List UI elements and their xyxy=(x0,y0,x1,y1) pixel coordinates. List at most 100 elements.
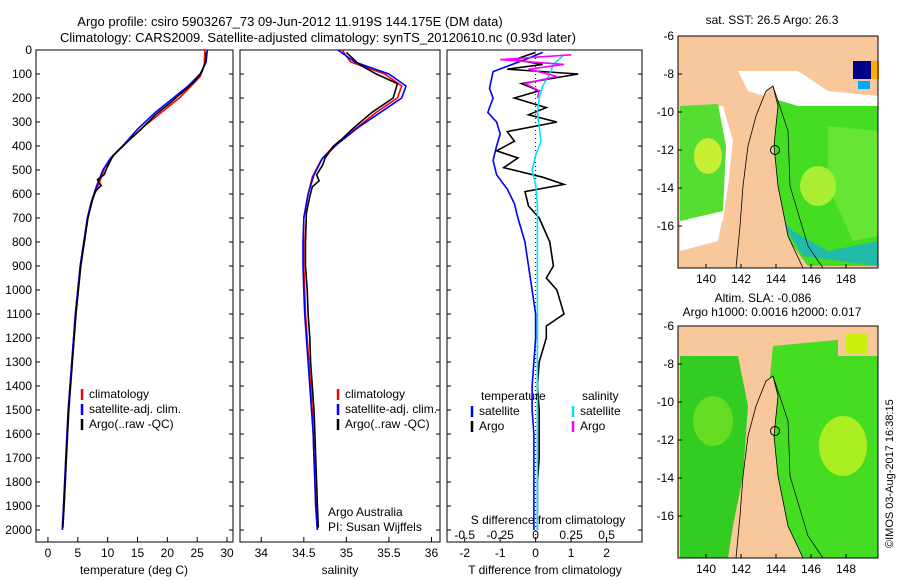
map-y-label: -6 xyxy=(663,29,674,43)
map-x-label: 140 xyxy=(696,272,716,286)
legend-entry: Argo(..raw -QC) xyxy=(89,417,174,431)
s-diff-tick-label: -0.25 xyxy=(487,528,515,542)
y-tick-label: 400 xyxy=(12,139,32,153)
argo-location-marker xyxy=(770,145,780,155)
map-x-label: 148 xyxy=(836,272,856,286)
reef-contour xyxy=(772,85,824,269)
map-y-label: -14 xyxy=(657,471,675,485)
map-x-label: 142 xyxy=(731,272,751,286)
y-tick-label: 2000 xyxy=(5,523,32,537)
argo-australia-note: Argo Australia xyxy=(328,505,403,519)
y-tick-label: 1100 xyxy=(6,307,32,321)
difference-panel-frame xyxy=(446,49,643,543)
x-tick-label: 25 xyxy=(191,546,205,560)
sla-map: 140 142 144 146 148 -6 -8 -10 -12 -14 -16 xyxy=(657,319,879,576)
y-tick-label: 300 xyxy=(12,115,32,129)
sst-map-title: sat. SST: 26.5 Argo: 26.3 xyxy=(706,13,839,27)
y-tick-label: 1900 xyxy=(5,499,32,513)
y-tick-label: 1500 xyxy=(5,403,32,417)
cape-york-peninsula xyxy=(735,85,804,269)
legend-entry: satellite xyxy=(479,404,520,418)
y-tick-label: 1600 xyxy=(5,427,32,441)
y-tick-label: 200 xyxy=(12,91,32,105)
y-tick-label: 1000 xyxy=(5,283,32,297)
x-tick-label: 35 xyxy=(340,546,354,560)
sst-blue-patch xyxy=(858,81,870,89)
cool-band xyxy=(778,216,878,266)
s-diff-tick-label: 0 xyxy=(532,528,539,542)
s-diff-tick-label: 0.5 xyxy=(598,528,615,542)
map-y-label: -16 xyxy=(657,219,675,233)
temperature-xlabel: temperature (deg C) xyxy=(80,563,188,577)
x-tick-label: -2 xyxy=(459,546,470,560)
map-frame xyxy=(677,325,879,559)
sla-map-title-2: Argo h1000: 0.0016 h2000: 0.017 xyxy=(683,305,862,319)
legend-title-salinity: salinity xyxy=(582,389,619,403)
sla-high-spot xyxy=(819,416,867,476)
map-y-label: -8 xyxy=(663,67,674,81)
map-y-label: -10 xyxy=(657,105,675,119)
y-tick-label: 1400 xyxy=(5,379,32,393)
salinity-panel: 34 34.5 35 35.5 36 climatologysatellite-adj. … xyxy=(240,49,440,560)
map-x-label: 140 xyxy=(696,562,716,576)
series-line xyxy=(62,52,207,528)
legend-title-temperature: temperature xyxy=(481,389,546,403)
x-tick-label: 15 xyxy=(131,546,145,560)
map-x-label: 148 xyxy=(836,562,856,576)
map-frame xyxy=(677,35,879,269)
legend-entry: satellite-adj. clim. xyxy=(89,402,181,416)
map-y-label: -12 xyxy=(657,433,675,447)
s-diff-tick-label: 0.25 xyxy=(559,528,583,542)
legend-entry: climatology xyxy=(345,387,405,401)
x-tick-label: 5 xyxy=(74,546,81,560)
map-y-label: -6 xyxy=(663,319,674,333)
sla-yellow-patch xyxy=(846,334,868,354)
y-tick-label: 700 xyxy=(12,211,32,225)
y-tick-label: 900 xyxy=(12,259,32,273)
header-line-1: Argo profile: csiro 5903267_73 09-Jun-20… xyxy=(77,14,502,29)
sst-cold-patch xyxy=(853,61,871,79)
y-tick-label: 600 xyxy=(12,187,32,201)
argo-location-marker xyxy=(770,426,780,436)
map-x-label: 146 xyxy=(801,562,821,576)
series-line xyxy=(500,54,572,99)
x-tick-label: 0 xyxy=(45,546,52,560)
coral-sea-sst-2 xyxy=(828,126,878,241)
y-tick-label: 1800 xyxy=(5,475,32,489)
x-tick-label: 35.5 xyxy=(377,546,401,560)
map-x-label: 146 xyxy=(801,272,821,286)
coral-warm-spot xyxy=(800,166,836,206)
gulf-warm-spot xyxy=(694,138,722,174)
difference-panel: -2 -1 0 1 2 -0.5 -0.25 0 0.25 0.5 temperature salin… xyxy=(447,49,642,560)
salinity-xlabel: salinity xyxy=(322,563,359,577)
y-tick-label: 500 xyxy=(12,163,32,177)
x-tick-label: 34.5 xyxy=(292,546,316,560)
header-line-2: Climatology: CARS2009. Satellite-adjuste… xyxy=(60,30,576,45)
map-x-label: 144 xyxy=(766,562,786,576)
map-y-label: -10 xyxy=(657,395,675,409)
series-line xyxy=(302,49,407,531)
x-tick-label: -1 xyxy=(495,546,506,560)
x-tick-label: 30 xyxy=(220,546,234,560)
map-y-label: -14 xyxy=(657,181,675,195)
series-line xyxy=(61,49,206,531)
gulf-mask-lower xyxy=(680,216,723,251)
gulf-sla-spot xyxy=(693,396,733,446)
difference-xlabel: T difference from climatology xyxy=(468,563,622,577)
pi-note: PI: Susan Wijffels xyxy=(328,520,422,534)
series-line xyxy=(61,49,209,531)
x-tick-label: 10 xyxy=(101,546,115,560)
series-line xyxy=(531,54,565,530)
x-tick-label: 1 xyxy=(568,546,575,560)
series-line xyxy=(486,51,544,530)
map-x-label: 142 xyxy=(731,562,751,576)
series-line xyxy=(304,51,399,528)
legend-entry: Argo(..raw -QC) xyxy=(345,417,430,431)
cape-york-peninsula xyxy=(735,375,804,559)
temperature-panel: 0 5 10 15 20 25 300100200300400500600700800900… xyxy=(5,43,234,560)
imos-credit: ©IMOS 03-Aug-2017 16:38:15 xyxy=(884,399,896,548)
difference-xlabel-salinity: S difference from climatology xyxy=(471,513,626,527)
y-tick-label: 800 xyxy=(12,235,32,249)
